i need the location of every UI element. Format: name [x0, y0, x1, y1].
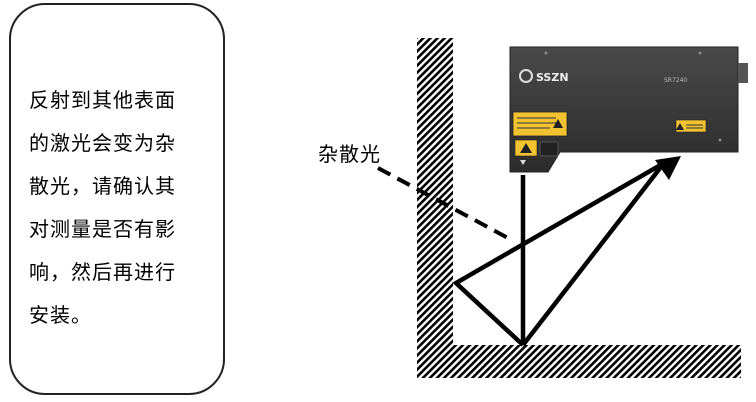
laser-emitter: [539, 141, 559, 157]
description-line: 反射到其他表面: [29, 88, 176, 112]
sensor-model: SR7240: [664, 77, 687, 84]
sensor-brand: SSZN: [536, 71, 569, 84]
arrowhead: [655, 156, 681, 180]
hatched-floor: [417, 345, 741, 378]
reflected-beam-direct: [521, 161, 666, 347]
caution-label: [675, 119, 707, 133]
description-line: 对测量是否有影: [29, 217, 176, 241]
description-line: 散光，请确认其: [29, 174, 176, 198]
description-text: 反射到其他表面 的激光会变为杂 散光，请确认其 对测量是否有影 响，然后再进行 …: [29, 79, 209, 337]
description-line: 安装。: [29, 303, 92, 327]
description-box: 反射到其他表面 的激光会变为杂 散光，请确认其 对测量是否有影 响，然后再进行 …: [9, 3, 225, 395]
stray-light-dashed-line: [377, 166, 509, 240]
description-line: 响，然后再进行: [29, 260, 176, 284]
hatched-wall: [417, 38, 453, 378]
reflected-beam-triangle: [452, 161, 666, 347]
laser-warning-label: [512, 111, 568, 137]
stray-light-label: 杂散光: [318, 142, 381, 166]
laser-beam-paths: [452, 161, 666, 347]
description-line: 的激光会变为杂: [29, 131, 176, 155]
laser-sensor: SSZN SR7240: [509, 46, 748, 173]
